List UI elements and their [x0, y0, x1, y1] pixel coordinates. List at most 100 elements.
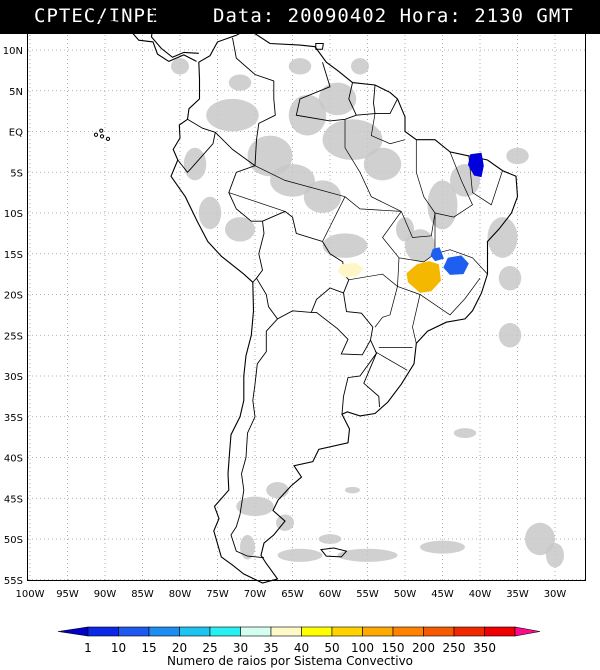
legend-swatch	[514, 626, 541, 637]
legend-swatch	[484, 626, 516, 637]
cloud-patch	[288, 58, 312, 75]
lat-label: 5S	[10, 168, 23, 179]
country-border	[348, 82, 357, 116]
galapagos-island	[93, 132, 99, 137]
lon-label: 60W	[319, 589, 342, 600]
country-border	[256, 277, 344, 320]
legend-swatch	[270, 626, 302, 637]
country-border	[177, 118, 216, 173]
state-border	[348, 257, 400, 288]
cloud-patch	[546, 543, 564, 568]
latitude-labels: 10N 5N EQ 5S 10S 15S 20S 25S 30S 35S 40S 45S 50S 55S	[3, 46, 23, 587]
color-legend-bar	[57, 626, 541, 637]
legend-swatch	[179, 626, 211, 637]
lat-label: 25S	[4, 331, 23, 342]
convective-system-minas-east	[443, 255, 469, 275]
lat-label: 50S	[4, 535, 23, 546]
legend-value: 150	[382, 641, 405, 655]
state-border	[322, 196, 346, 242]
legend-title: Numero de raios por Sistema Convectivo	[167, 654, 413, 668]
country-border	[230, 318, 278, 559]
cloud-patch	[525, 522, 555, 556]
cloud-patch	[363, 147, 402, 181]
state-border	[374, 286, 398, 328]
cloud-patch	[337, 548, 398, 562]
state-border	[434, 151, 473, 218]
legend-swatch	[240, 626, 272, 637]
cloud-patch	[303, 180, 342, 213]
cloud-patch	[345, 486, 360, 494]
galapagos-island	[99, 134, 105, 139]
legend-swatch	[392, 626, 424, 637]
cloud-patch	[277, 548, 323, 562]
cloud-patch	[420, 540, 465, 554]
trinidad-island	[315, 43, 324, 50]
lon-label: 35W	[506, 589, 529, 600]
legend-swatch	[148, 626, 180, 637]
lat-label: 15S	[4, 250, 23, 261]
legend-value: 20	[172, 641, 187, 655]
legend-value: 50	[324, 641, 339, 655]
country-border	[363, 353, 380, 408]
lat-label: 5N	[9, 87, 23, 98]
lon-label: 40W	[469, 589, 492, 600]
convective-system-goias	[406, 261, 441, 293]
legend-value: 35	[263, 641, 278, 655]
country-border	[232, 37, 276, 166]
state-border	[468, 155, 503, 206]
source-label: CPTEC/INPE	[34, 5, 159, 27]
cloud-patch	[351, 58, 369, 75]
cloud-patch	[506, 147, 529, 165]
cloud-patch	[453, 428, 477, 438]
lon-label: 50W	[394, 589, 417, 600]
galapagos-island	[99, 128, 104, 133]
legend-value: 10	[111, 641, 126, 655]
cloud-patch	[318, 82, 357, 116]
legend-value: 350	[473, 641, 496, 655]
color-legend-values: 1 10 15 20 25 30 35 40 50 100 150 200 250 350	[84, 641, 496, 655]
cloud-patch	[240, 534, 255, 560]
convective-system-mato-grosso	[337, 262, 364, 278]
lat-lon-grid	[28, 35, 585, 581]
cloud-patch	[396, 217, 414, 242]
legend-value: 15	[141, 641, 156, 655]
state-border	[370, 113, 406, 145]
lon-label: 90W	[94, 589, 117, 600]
cloud-patch	[487, 217, 518, 258]
lat-label: 10S	[4, 209, 23, 220]
state-border	[228, 192, 286, 212]
legend-swatch	[301, 626, 333, 637]
legend-value: 250	[443, 641, 466, 655]
legend-value: 100	[351, 641, 374, 655]
lon-label: 75W	[206, 589, 229, 600]
cloud-patch	[206, 98, 259, 132]
cloud-patch	[247, 135, 293, 177]
cloud-patch	[270, 164, 315, 197]
map-frame	[27, 33, 586, 581]
cloud-patch	[236, 496, 274, 517]
state-border	[344, 119, 402, 212]
legend-swatch	[362, 626, 394, 637]
country-border	[311, 292, 374, 356]
lat-label: 20S	[4, 291, 23, 302]
lon-label: 100W	[16, 589, 45, 600]
falkland-islands	[320, 547, 348, 558]
legend-swatch	[209, 626, 241, 637]
lon-label: 65W	[281, 589, 304, 600]
country-border	[373, 84, 376, 114]
legend-swatch	[87, 626, 119, 637]
cloud-patch	[171, 58, 189, 75]
south-america-coastline	[170, 30, 519, 584]
lon-label: 30W	[544, 589, 567, 600]
legend-value: 25	[202, 641, 217, 655]
legend-value: 40	[294, 641, 309, 655]
cloud-patch	[288, 94, 327, 136]
cloud-patch	[498, 265, 522, 291]
state-border	[397, 277, 481, 316]
datetime-label: Data: 20090402 Hora: 2130 GMT	[213, 5, 574, 27]
country-border	[341, 339, 378, 415]
legend-swatch	[331, 626, 363, 637]
lon-label: 85W	[131, 589, 154, 600]
cloud-patch	[228, 74, 252, 91]
